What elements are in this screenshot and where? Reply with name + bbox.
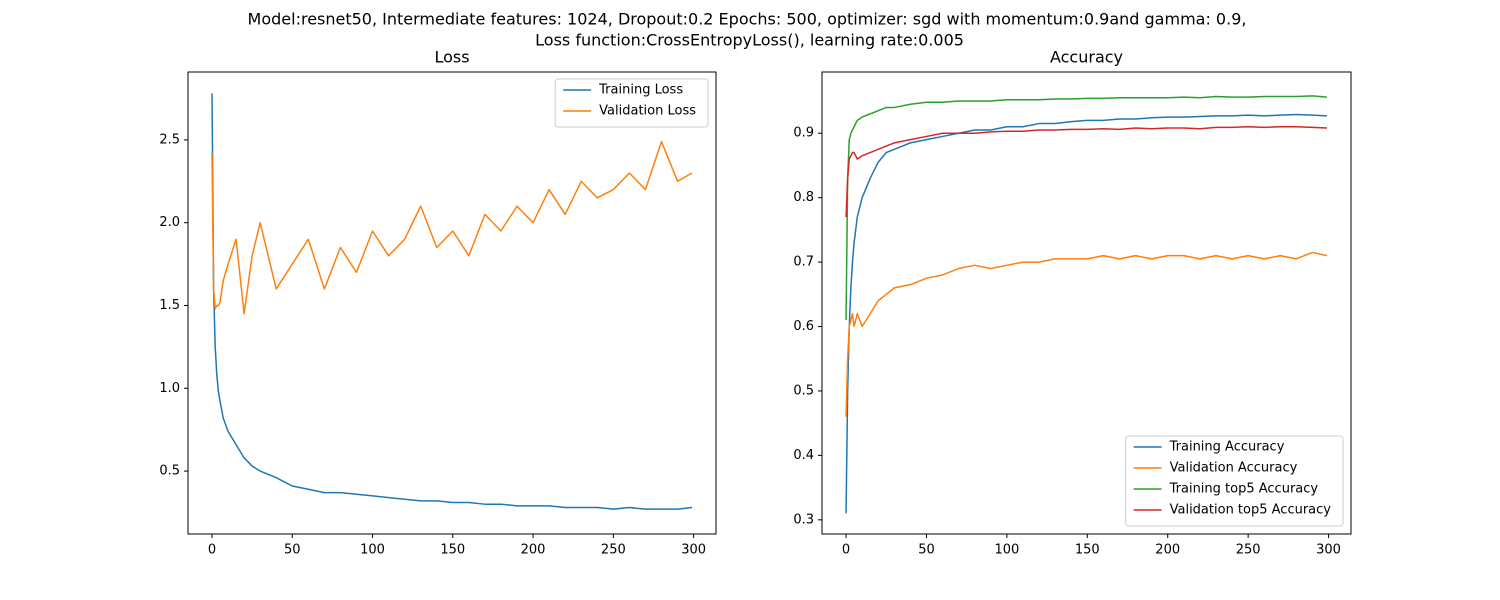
x-tick-label: 100: [994, 543, 1019, 558]
line-series: [845, 113, 1327, 514]
axes-frame: [821, 71, 1352, 535]
x-tick-label: 200: [1155, 543, 1180, 558]
legend-label: Training top5 Accuracy: [1169, 482, 1319, 497]
y-tick-label: 0.4: [793, 448, 814, 463]
legend: Training Accuracy Validation Accuracy Trai…: [1125, 435, 1344, 527]
x-tick-label: 250: [601, 543, 626, 558]
suptitle: Model:resnet50, Intermediate features: 1…: [248, 10, 1247, 29]
y-tick-label: 0.8: [793, 190, 814, 205]
x-tick-label: 150: [440, 543, 465, 558]
x-tick-label: 0: [208, 543, 216, 558]
y-tick-label: 0.9: [793, 126, 814, 141]
x-tick-label: 200: [521, 543, 546, 558]
x-tick-label: 0: [842, 543, 850, 558]
axes-title: Loss: [434, 48, 469, 67]
legend: Training Loss Validation Loss: [554, 78, 709, 128]
y-tick-label: 0.3: [793, 512, 814, 527]
legend-box: [1125, 435, 1344, 527]
y-tick-label: 0.6: [793, 319, 814, 334]
line-series: [845, 251, 1328, 417]
x-tick-label: 300: [1316, 543, 1341, 558]
y-tick-label: 0.5: [159, 464, 180, 479]
legend-label: Validation top5 Accuracy: [1170, 503, 1332, 518]
x-tick-label: 150: [1075, 543, 1100, 558]
y-tick-label: 0.5: [793, 383, 814, 398]
x-tick-label: 250: [1236, 543, 1261, 558]
y-tick-label: 1.0: [159, 381, 180, 396]
y-tick-label: 2.0: [159, 215, 180, 230]
x-tick-label: 50: [918, 543, 935, 558]
line-series: [845, 95, 1328, 321]
y-tick-label: 1.5: [159, 298, 180, 313]
x-tick-label: 100: [360, 543, 385, 558]
x-tick-label: 300: [681, 543, 706, 558]
y-tick-label: 2.5: [159, 132, 180, 147]
suptitle: Loss function:CrossEntropyLoss(), learni…: [530, 31, 964, 50]
line-series: [211, 140, 693, 315]
legend-label: Training Loss: [598, 83, 683, 98]
y-tick-label: 0.7: [793, 255, 814, 270]
line-series: [211, 93, 693, 510]
legend-box: [554, 78, 709, 128]
legend-label: Validation Accuracy: [1170, 461, 1298, 476]
line-series: [845, 126, 1327, 218]
x-tick-label: 50: [284, 543, 301, 558]
axes-frame: [187, 71, 717, 535]
legend-label: Training Accuracy: [1169, 440, 1285, 455]
legend-label: Validation Loss: [599, 104, 696, 119]
axes-title: Accuracy: [1050, 48, 1123, 67]
